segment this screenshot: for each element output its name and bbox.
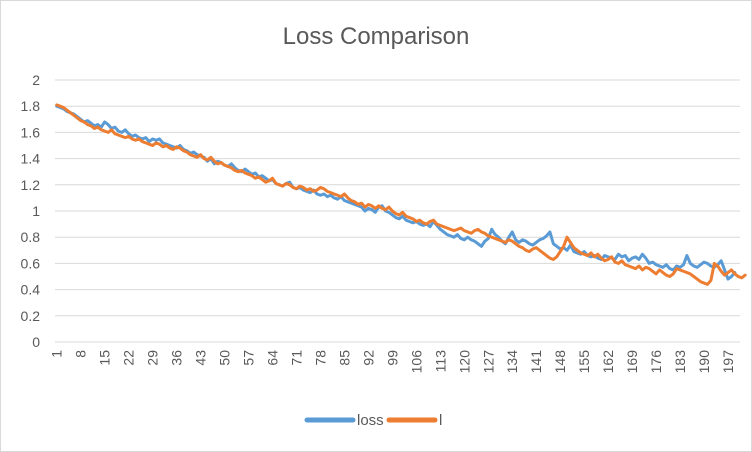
x-tick-label: 197 xyxy=(720,350,736,374)
x-tick-label: 57 xyxy=(241,350,257,366)
x-tick-label: 50 xyxy=(217,350,233,366)
x-tick-label: 106 xyxy=(408,350,424,374)
y-tick-label: 1.2 xyxy=(21,177,41,193)
x-tick-label: 127 xyxy=(480,350,496,374)
x-tick-label: 162 xyxy=(600,350,616,374)
y-tick-label: 0.8 xyxy=(21,229,41,245)
x-tick-label: 113 xyxy=(432,350,448,373)
x-tick-label: 134 xyxy=(504,350,520,374)
y-tick-label: 0.4 xyxy=(21,282,41,298)
x-tick-label: 141 xyxy=(528,350,544,374)
grid-lines xyxy=(55,79,740,343)
x-tick-label: 148 xyxy=(552,350,568,374)
x-tick-label: 78 xyxy=(312,350,328,366)
y-tick-label: 1.6 xyxy=(21,124,41,140)
x-tick-label: 183 xyxy=(672,350,688,374)
chart-title: Loss Comparison xyxy=(283,23,470,50)
y-tick-label: 1 xyxy=(32,203,40,219)
x-tick-label: 43 xyxy=(193,350,209,366)
x-tick-label: 92 xyxy=(360,350,376,366)
legend: loss l xyxy=(304,412,442,429)
y-tick-label: 0.2 xyxy=(21,308,41,324)
x-tick-label: 1 xyxy=(49,350,65,358)
x-axis: 1 8 15 22 29 36 43 50 57 64 71 78 85 92 99 106 113 120 127… xyxy=(49,350,736,374)
x-tick-label: 176 xyxy=(648,350,664,374)
x-tick-label: 64 xyxy=(264,350,280,366)
x-tick-label: 120 xyxy=(456,350,472,374)
x-tick-label: 29 xyxy=(145,350,161,366)
x-tick-label: 15 xyxy=(97,350,113,366)
x-tick-label: 155 xyxy=(576,350,592,374)
x-tick-label: 36 xyxy=(169,350,185,366)
y-tick-label: 1.8 xyxy=(21,98,41,114)
x-tick-label: 85 xyxy=(336,350,352,366)
y-tick-label: 0.6 xyxy=(21,255,41,271)
x-tick-label: 71 xyxy=(288,350,304,366)
series-line-loss xyxy=(55,104,737,281)
x-tick-label: 22 xyxy=(121,350,137,366)
y-tick-label: 2 xyxy=(32,72,40,88)
legend-label-loss: loss xyxy=(357,412,384,429)
x-tick-label: 99 xyxy=(384,350,400,366)
series-lines xyxy=(55,103,747,286)
y-axis: 0 0.2 0.4 0.6 0.8 1 1.2 1.4 1.6 1.8 2 xyxy=(21,72,41,350)
y-tick-label: 1.4 xyxy=(21,151,41,167)
series-line-l xyxy=(55,103,747,286)
x-tick-label: 169 xyxy=(624,350,640,374)
legend-label-l: l xyxy=(439,412,442,429)
x-tick-label: 8 xyxy=(73,350,89,358)
x-tick-label: 190 xyxy=(696,350,712,374)
y-tick-label: 0 xyxy=(32,334,40,350)
